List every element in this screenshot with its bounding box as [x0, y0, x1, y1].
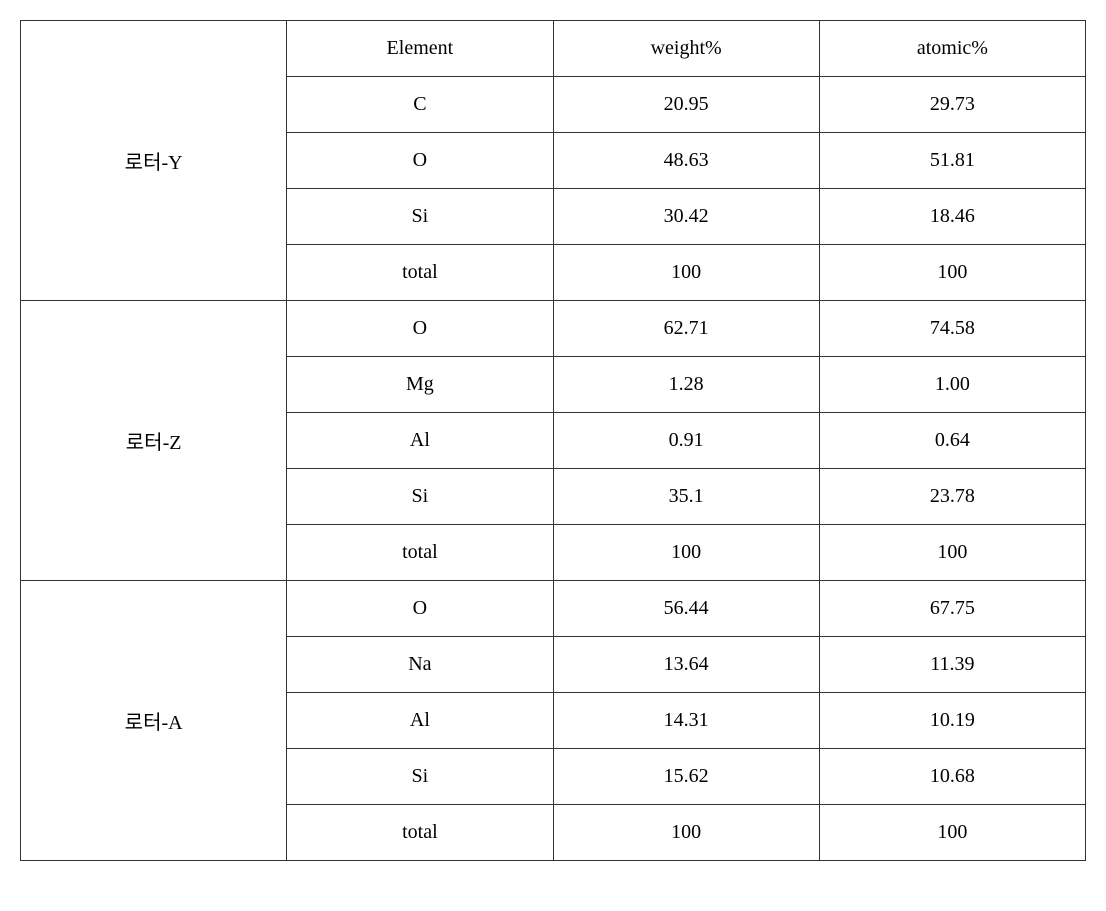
- element-cell: total: [287, 245, 553, 301]
- element-cell: Al: [287, 693, 553, 749]
- weight-cell: 48.63: [553, 133, 819, 189]
- element-cell: O: [287, 581, 553, 637]
- weight-cell: 13.64: [553, 637, 819, 693]
- atomic-cell: 29.73: [819, 77, 1085, 133]
- element-cell: total: [287, 805, 553, 861]
- atomic-cell: 11.39: [819, 637, 1085, 693]
- element-cell: total: [287, 525, 553, 581]
- atomic-cell: 74.58: [819, 301, 1085, 357]
- sample-label-cell: 로터-Z: [21, 301, 287, 581]
- element-composition-table: 로터-YElementweight%atomic%C20.9529.73O48.…: [20, 20, 1086, 861]
- table-container: 로터-YElementweight%atomic%C20.9529.73O48.…: [20, 20, 1086, 861]
- weight-cell: 100: [553, 245, 819, 301]
- sample-label-cell: 로터-Y: [21, 21, 287, 301]
- atomic-cell: 1.00: [819, 357, 1085, 413]
- atomic-header: atomic%: [819, 21, 1085, 77]
- weight-cell: 100: [553, 805, 819, 861]
- element-cell: O: [287, 301, 553, 357]
- weight-cell: 100: [553, 525, 819, 581]
- element-cell: C: [287, 77, 553, 133]
- element-cell: Mg: [287, 357, 553, 413]
- sample-label-cell: 로터-A: [21, 581, 287, 861]
- element-cell: Si: [287, 189, 553, 245]
- atomic-cell: 67.75: [819, 581, 1085, 637]
- atomic-cell: 100: [819, 525, 1085, 581]
- weight-cell: 62.71: [553, 301, 819, 357]
- element-cell: Al: [287, 413, 553, 469]
- atomic-cell: 10.68: [819, 749, 1085, 805]
- atomic-cell: 100: [819, 245, 1085, 301]
- table-row: 로터-AO56.4467.75: [21, 581, 1086, 637]
- atomic-cell: 51.81: [819, 133, 1085, 189]
- table-header-row: 로터-YElementweight%atomic%: [21, 21, 1086, 77]
- atomic-cell: 23.78: [819, 469, 1085, 525]
- atomic-cell: 18.46: [819, 189, 1085, 245]
- weight-cell: 14.31: [553, 693, 819, 749]
- weight-cell: 15.62: [553, 749, 819, 805]
- weight-header: weight%: [553, 21, 819, 77]
- weight-cell: 30.42: [553, 189, 819, 245]
- element-cell: O: [287, 133, 553, 189]
- element-cell: Na: [287, 637, 553, 693]
- atomic-cell: 0.64: [819, 413, 1085, 469]
- atomic-cell: 10.19: [819, 693, 1085, 749]
- weight-cell: 0.91: [553, 413, 819, 469]
- element-cell: Si: [287, 469, 553, 525]
- atomic-cell: 100: [819, 805, 1085, 861]
- weight-cell: 1.28: [553, 357, 819, 413]
- weight-cell: 20.95: [553, 77, 819, 133]
- element-header: Element: [287, 21, 553, 77]
- weight-cell: 35.1: [553, 469, 819, 525]
- element-cell: Si: [287, 749, 553, 805]
- weight-cell: 56.44: [553, 581, 819, 637]
- table-row: 로터-ZO62.7174.58: [21, 301, 1086, 357]
